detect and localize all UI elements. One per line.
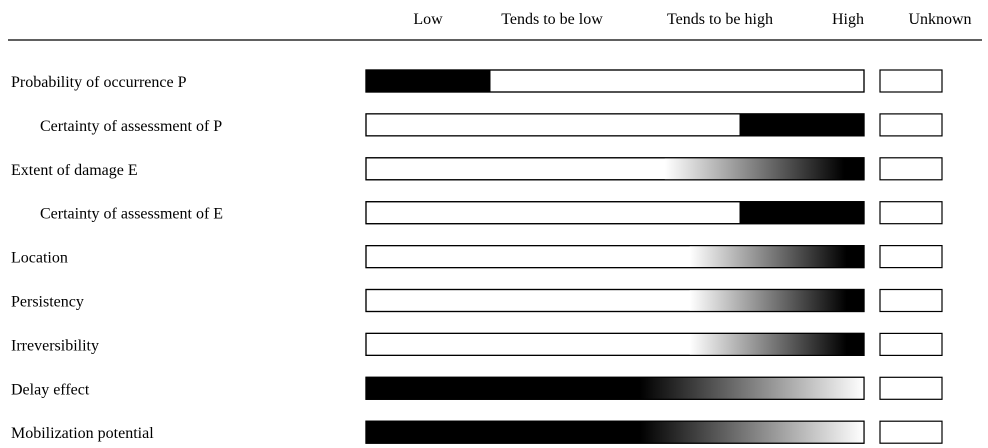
unknown-box (879, 332, 943, 356)
criterion-row: Persistency (11, 288, 943, 313)
criterion-bar-outline (365, 245, 865, 269)
criterion-bar-outline (365, 420, 865, 444)
criterion-row: Certainty of assessment of P (40, 113, 943, 137)
unknown-box (879, 420, 943, 444)
criterion-label: Extent of damage E (11, 162, 138, 179)
scale-label-low: Low (413, 11, 443, 28)
unknown-box (879, 69, 943, 93)
criterion-bar-fill (366, 377, 864, 400)
criterion-bar-outline (365, 157, 865, 181)
criterion-bar-fill (689, 289, 864, 312)
scale-label-tends-to-be-high: Tends to be high (667, 11, 773, 28)
criterion-bar-fill (664, 157, 864, 180)
unknown-box (879, 157, 943, 181)
unknown-box (879, 288, 943, 313)
criterion-bar-fill (689, 245, 864, 268)
criterion-bar-outline (365, 113, 865, 137)
criterion-row: Probability of occurrence P (11, 69, 943, 93)
criterion-label: Certainty of assessment of E (40, 206, 223, 223)
unknown-box (879, 113, 943, 137)
criterion-row: Location (11, 245, 943, 269)
criterion-row: Certainty of assessment of E (40, 201, 943, 225)
criterion-bar-fill (739, 113, 864, 136)
criterion-bar-outline (365, 201, 865, 225)
unknown-box (879, 376, 943, 400)
scale-label-high: High (832, 11, 864, 28)
criterion-bar-outline (365, 69, 865, 93)
scale-label-tends-to-be-low: Tends to be low (501, 11, 603, 28)
criterion-bar-fill (689, 333, 864, 356)
criterion-label: Probability of occurrence P (11, 74, 187, 91)
criterion-row: Mobilization potential (11, 420, 943, 444)
unknown-box (879, 201, 943, 225)
criteria-rows: Probability of occurrence P Certainty of … (11, 69, 943, 444)
criterion-bar-fill (366, 70, 491, 92)
criterion-label: Mobilization potential (11, 425, 154, 442)
criterion-row: Extent of damage E (11, 157, 943, 181)
criterion-bar-fill (739, 201, 864, 224)
criterion-label: Location (11, 250, 68, 267)
criterion-label: Certainty of assessment of P (40, 118, 222, 135)
criterion-bar-outline (365, 288, 865, 313)
criterion-row: Irreversibility (11, 332, 943, 356)
criterion-label: Delay effect (11, 381, 90, 398)
unknown-box (879, 245, 943, 269)
criterion-bar-outline (365, 332, 865, 356)
criterion-label: Persistency (11, 294, 84, 311)
criterion-label: Irreversibility (11, 337, 99, 354)
scale-label-unknown: Unknown (908, 11, 971, 28)
criterion-bar-fill (366, 421, 864, 444)
scale-header: Low Tends to be low Tends to be high High Un… (413, 11, 971, 28)
criterion-bar-outline (365, 376, 865, 400)
criterion-row: Delay effect (11, 376, 943, 400)
